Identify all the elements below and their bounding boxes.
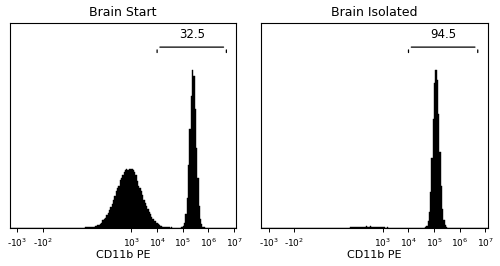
Text: 32.5: 32.5 xyxy=(178,28,204,41)
Title: Brain Isolated: Brain Isolated xyxy=(331,6,418,19)
X-axis label: CD11b PE: CD11b PE xyxy=(347,251,402,260)
Title: Brain Start: Brain Start xyxy=(89,6,156,19)
X-axis label: CD11b PE: CD11b PE xyxy=(96,251,150,260)
Text: 94.5: 94.5 xyxy=(430,28,456,41)
